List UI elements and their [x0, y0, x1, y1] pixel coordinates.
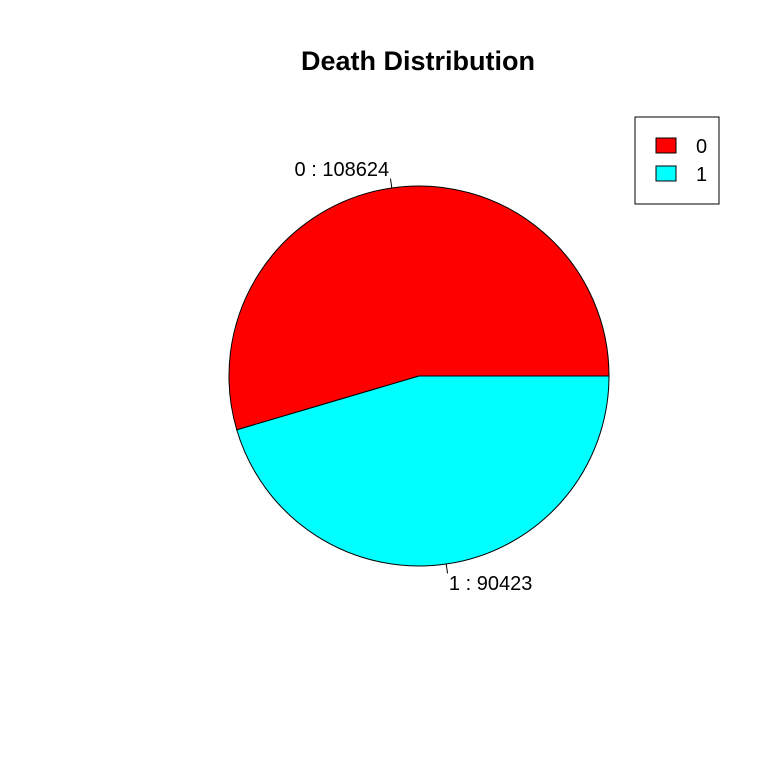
slice-label-0: 0 : 108624	[295, 159, 390, 181]
slice-label-tick-0	[390, 179, 391, 188]
legend-box	[635, 117, 719, 204]
legend-label-1: 1	[696, 164, 707, 186]
pie-slices	[229, 186, 609, 566]
slice-label-1: 1 : 90423	[449, 573, 532, 595]
slice-label-tick-1	[446, 564, 447, 573]
legend-label-0: 0	[696, 136, 707, 158]
legend: 01	[635, 117, 719, 204]
chart-title: Death Distribution	[301, 46, 535, 76]
legend-swatch-1	[656, 166, 676, 181]
legend-swatch-0	[656, 138, 676, 153]
